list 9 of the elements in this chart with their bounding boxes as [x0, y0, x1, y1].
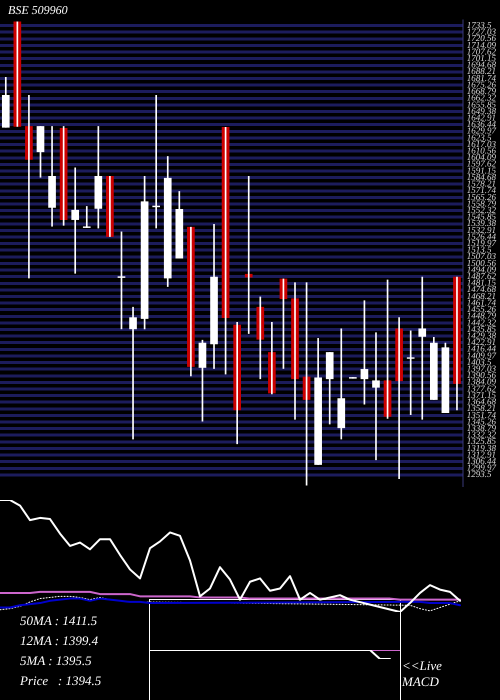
text: 5MA : 1395.5: [20, 653, 92, 669]
chart-title: BSE 509960: [8, 3, 68, 18]
candlestick: [106, 176, 114, 237]
y-tick-label: 1733.5: [466, 20, 492, 30]
text: 50MA : 1411.5: [20, 613, 98, 629]
candlestick: [14, 22, 22, 127]
text: 12MA : 1399.4: [20, 633, 98, 649]
text: Price : 1394.5: [20, 673, 102, 689]
annotation: <<Live MACD: [402, 658, 443, 690]
